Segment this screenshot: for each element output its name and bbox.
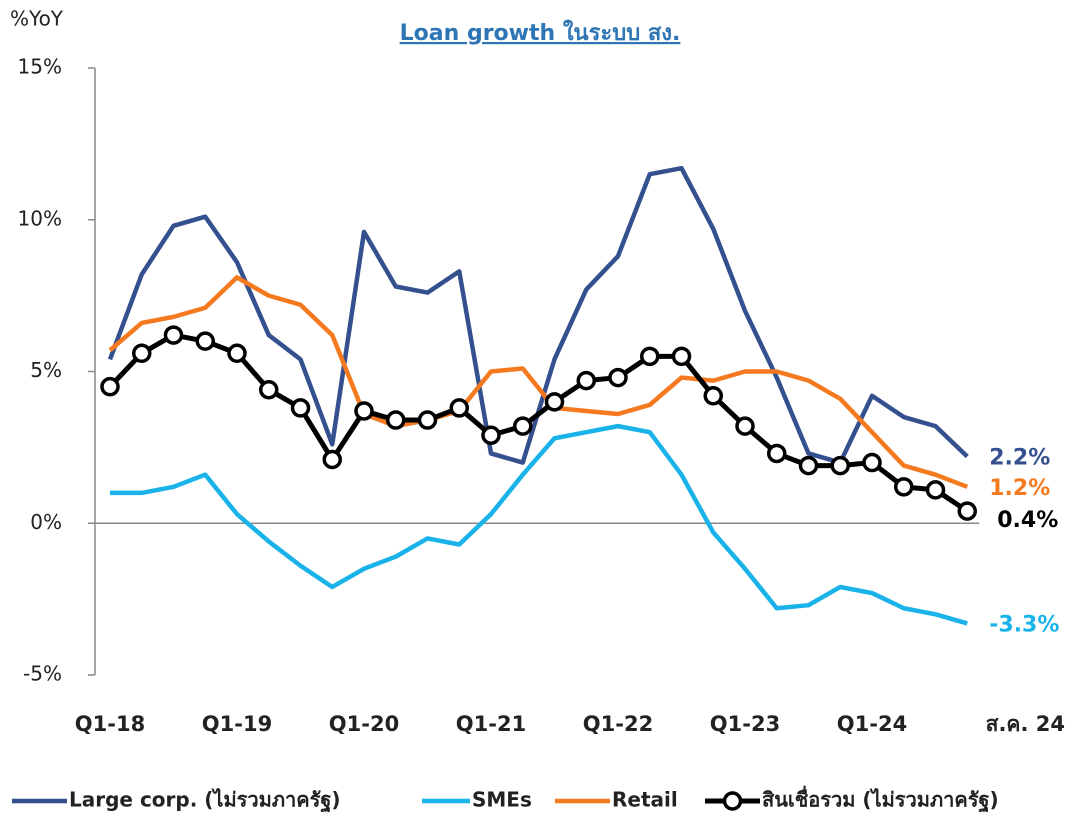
chart-title: Loan growth ในระบบ สง. [400, 19, 681, 46]
point-marker [417, 410, 438, 430]
point-marker [894, 477, 914, 497]
y-axis-label: %YoY [10, 7, 64, 31]
x-tick-label: ส.ค. 24 [986, 712, 1065, 736]
legend-label: สินเชื่อรวม (ไม่รวมภาครัฐ) [762, 785, 999, 814]
point-marker [481, 425, 501, 445]
point-marker [767, 443, 787, 464]
series-line [110, 423, 968, 626]
point-marker [703, 386, 723, 406]
x-tick-label: Q1-20 [329, 712, 399, 736]
point-marker [449, 398, 469, 418]
value-label: 1.2% [989, 476, 1050, 501]
point-marker [227, 343, 247, 364]
point-marker [798, 455, 819, 476]
point-marker [957, 501, 977, 521]
point-marker [290, 398, 311, 418]
point-marker [386, 410, 406, 430]
value-label: -3.3% [989, 612, 1059, 637]
point-marker [195, 331, 215, 351]
legend-label: Large corp. (ไม่รวมภาครัฐ) [69, 788, 341, 814]
point-marker [354, 401, 374, 421]
point-marker [544, 392, 565, 412]
point-marker [163, 325, 184, 345]
point-marker [925, 480, 946, 500]
y-tick-label: 5% [30, 358, 62, 382]
series-line [107, 165, 969, 465]
y-tick-label: -5% [23, 662, 62, 686]
x-tick-label: Q1-19 [202, 712, 272, 736]
point-marker [671, 346, 692, 367]
x-tick-label: Q1-22 [583, 712, 653, 736]
series-line [108, 332, 969, 514]
x-tick-label: Q1-21 [456, 712, 526, 736]
value-label: 0.4% [997, 508, 1058, 533]
point-marker [576, 370, 596, 391]
point-marker [132, 343, 152, 364]
point-marker [100, 376, 120, 397]
point-marker [640, 346, 660, 367]
x-tick-label: Q1-24 [837, 712, 907, 736]
x-tick-label: Q1-18 [75, 712, 145, 736]
point-marker [259, 379, 279, 400]
point-marker [322, 449, 342, 470]
legend-marker [722, 791, 743, 811]
point-marker [735, 416, 755, 436]
legend-label: Retail [612, 788, 678, 812]
y-tick-label: 15% [18, 55, 62, 79]
point-marker [862, 452, 882, 473]
x-tick-label: Q1-23 [710, 712, 780, 736]
value-label: 2.2% [989, 445, 1050, 470]
point-marker [608, 367, 628, 388]
series-line [108, 275, 969, 489]
y-tick-label: 0% [30, 510, 62, 534]
y-tick-label: 10% [18, 206, 62, 230]
legend-label: SMEs [472, 788, 532, 812]
point-marker [513, 416, 533, 436]
point-marker [830, 455, 850, 476]
